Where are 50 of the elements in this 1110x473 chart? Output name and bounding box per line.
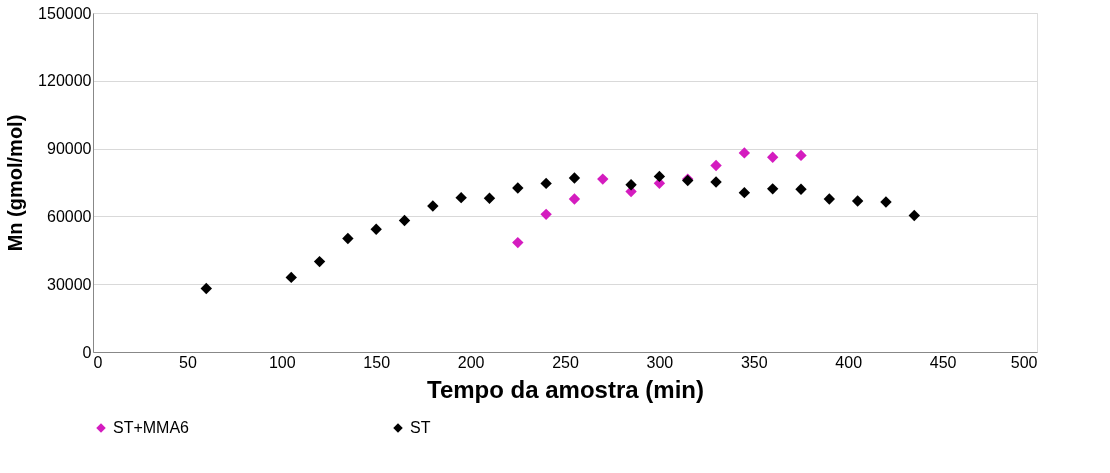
y-axis-title: Mn (gmol/mol) [4, 114, 27, 252]
x-tick-label: 500 [1010, 353, 1038, 371]
point [738, 186, 751, 199]
point [483, 192, 496, 205]
x-tick-label: 400 [835, 353, 863, 371]
x-tick-label: 450 [929, 353, 957, 371]
point [512, 236, 524, 249]
x-axis-title: Tempo da amostra (min) [427, 375, 704, 403]
point [285, 271, 297, 284]
point [597, 173, 609, 185]
point [455, 191, 467, 204]
x-tick-label: 0 [93, 353, 103, 371]
point [200, 282, 212, 295]
point [766, 151, 779, 163]
x-tick-label: 300 [646, 353, 674, 371]
y-tick-label: 30000 [47, 275, 92, 293]
point [710, 159, 722, 172]
point [625, 179, 637, 191]
y-tick-label: 150000 [38, 4, 92, 22]
point [851, 195, 864, 207]
x-tick-label: 250 [552, 353, 579, 371]
point [540, 208, 552, 221]
point [710, 176, 722, 188]
x-tick-label: 150 [363, 353, 391, 371]
y-tick-label: 120000 [38, 72, 92, 90]
point [738, 147, 751, 159]
y-tick-label: 90000 [47, 140, 92, 158]
x-tick-label: 50 [179, 353, 197, 371]
point [653, 170, 666, 183]
point [313, 255, 326, 268]
legend-label: ST+MMA6 [113, 419, 190, 436]
point [823, 193, 836, 205]
point [540, 177, 552, 190]
x-tick-label: 100 [268, 353, 296, 371]
point [398, 214, 411, 227]
point [880, 196, 892, 208]
point [370, 223, 382, 235]
point [512, 182, 524, 194]
point [342, 232, 354, 245]
x-tick-label: 350 [740, 353, 768, 371]
point [766, 183, 779, 195]
point [795, 149, 807, 162]
x-tick-label: 200 [457, 353, 485, 371]
legend-label: ST [410, 419, 431, 436]
point [568, 193, 581, 205]
point [795, 183, 807, 195]
point [568, 172, 581, 184]
point [908, 209, 920, 222]
y-tick-label: 60000 [47, 207, 92, 225]
point [427, 200, 439, 212]
